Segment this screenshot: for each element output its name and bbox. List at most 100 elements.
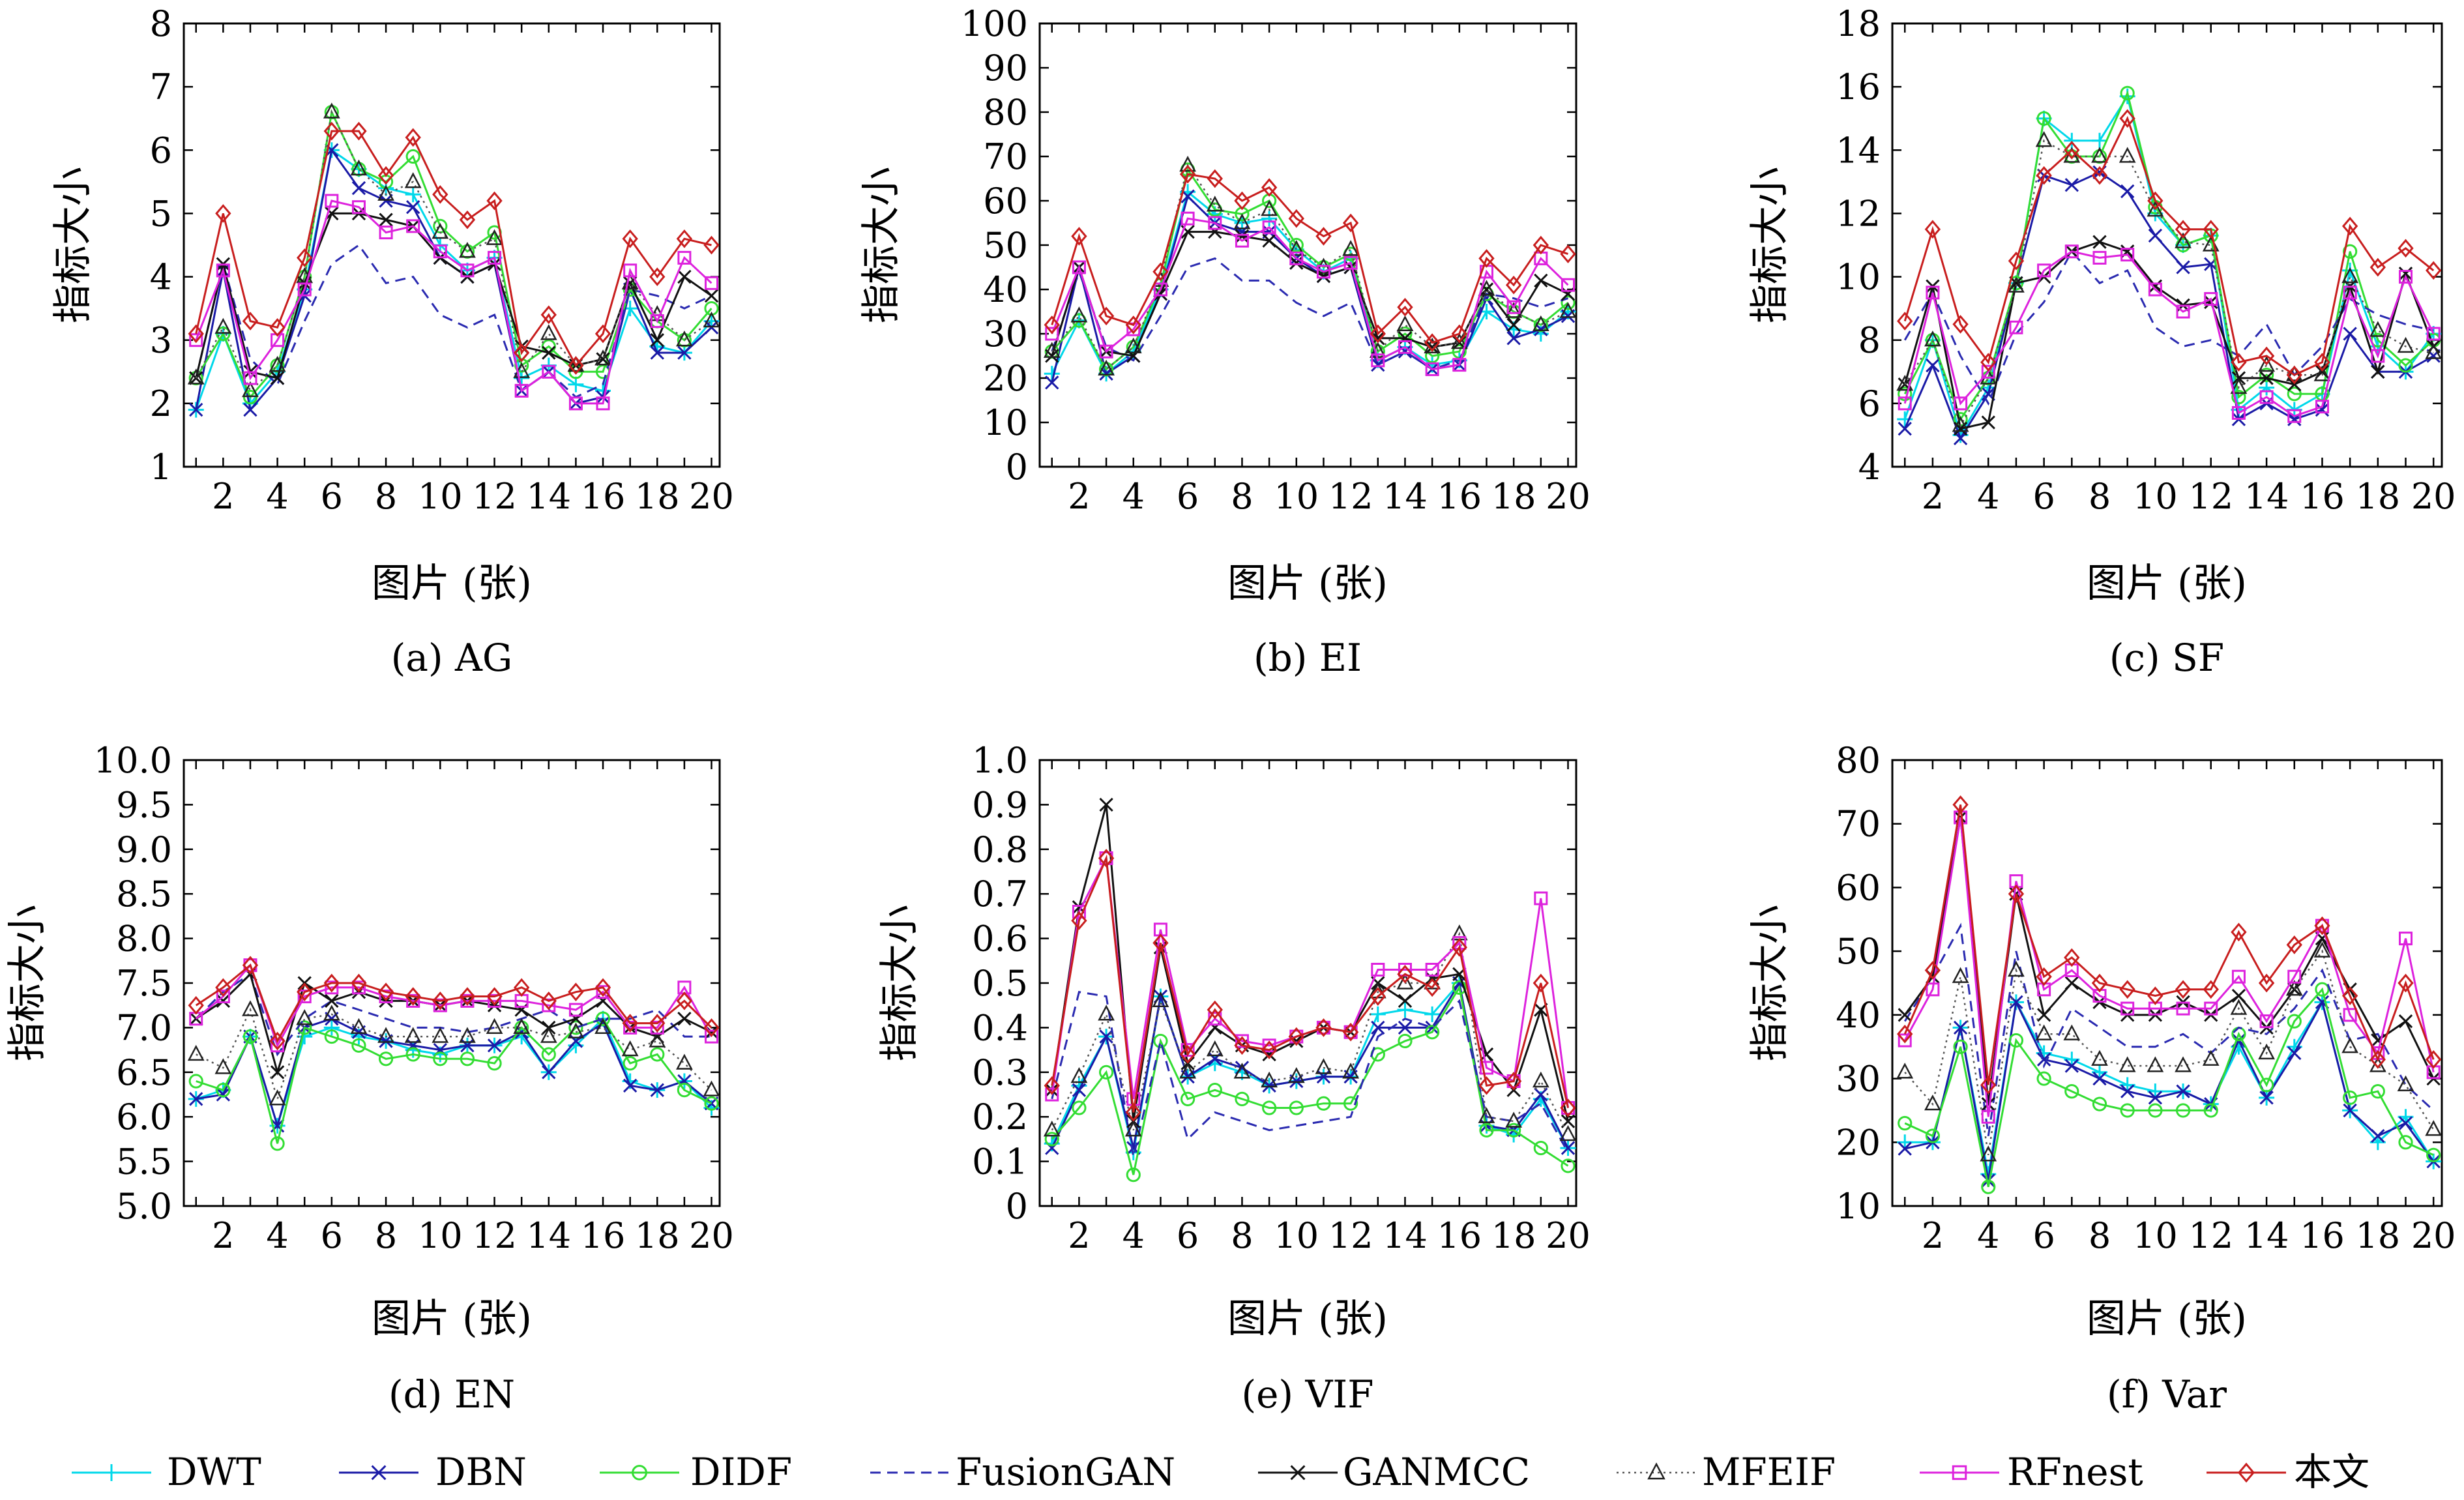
- data-point: [1098, 1005, 1115, 1021]
- data-point: [1534, 891, 1548, 905]
- data-point: [1424, 333, 1441, 352]
- data-point: [1478, 280, 1495, 296]
- data-point: [1288, 1027, 1304, 1046]
- data-point: [1233, 213, 1251, 229]
- data-point: [2091, 1050, 2108, 1066]
- series-layer: [1043, 797, 1577, 1183]
- data-point: [351, 1038, 366, 1053]
- data-point: [379, 213, 393, 227]
- legend-swatch-benwen: [2207, 1462, 2286, 1483]
- data-point: [2287, 969, 2302, 984]
- y-tick-label: 90: [983, 48, 1028, 89]
- data-point: [297, 982, 313, 1001]
- data-point: [2369, 321, 2386, 337]
- y-tick-label: 2: [150, 383, 172, 424]
- series-mfeif: [1896, 941, 2442, 1162]
- y-axis-label: 指标大小: [1747, 905, 1793, 1061]
- data-point: [379, 226, 393, 240]
- data-point: [189, 402, 203, 417]
- series-layer: [187, 102, 720, 418]
- data-point: [2119, 147, 2136, 163]
- x-tick-label: 20: [2411, 476, 2456, 517]
- data-point: [1316, 265, 1330, 279]
- data-point: [2425, 343, 2442, 359]
- series-line-fusiongan: [195, 972, 712, 1057]
- y-tick-label: 16: [1836, 66, 1881, 108]
- data-point: [2176, 1084, 2190, 1098]
- data-point: [1424, 1006, 1441, 1022]
- y-tick-label: 6.0: [116, 1096, 172, 1138]
- y-tick-label: 20: [983, 358, 1028, 399]
- data-point: [621, 1040, 639, 1057]
- data-point: [1289, 251, 1304, 265]
- legend-label-dwt: DWT: [167, 1450, 261, 1494]
- data-point: [1208, 224, 1222, 239]
- data-point: [2369, 257, 2386, 277]
- data-point: [377, 1027, 394, 1043]
- data-point: [1099, 344, 1113, 359]
- data-point: [214, 317, 232, 334]
- data-point: [1561, 287, 1576, 301]
- data-point: [1207, 169, 1223, 188]
- data-point: [1235, 1091, 1250, 1106]
- data-point: [378, 1051, 394, 1066]
- data-point: [705, 1029, 719, 1044]
- data-point: [676, 229, 693, 248]
- x-tick-label: 6: [321, 476, 343, 517]
- data-point: [650, 1083, 664, 1097]
- x-tick-label: 2: [1068, 1215, 1090, 1256]
- data-point: [2398, 973, 2414, 993]
- data-point: [1207, 1000, 1223, 1020]
- data-point: [568, 396, 583, 411]
- data-point: [1206, 196, 1224, 212]
- data-point: [2287, 982, 2302, 997]
- data-point: [540, 324, 557, 340]
- legend-entry-fusiongan: FusionGAN: [870, 1450, 1175, 1494]
- series-rfnest: [1898, 810, 2441, 1124]
- data-point: [677, 1083, 692, 1098]
- y-tick-label: 4: [1858, 447, 1881, 488]
- data-point: [433, 998, 447, 1012]
- data-point: [323, 973, 340, 993]
- data-point: [1898, 422, 1912, 436]
- y-tick-label: 50: [983, 225, 1028, 266]
- data-point: [1897, 312, 1913, 331]
- data-point: [1952, 795, 1969, 814]
- data-point: [1506, 331, 1521, 346]
- y-tick-label: 14: [1836, 130, 1881, 171]
- series-fusiongan: [195, 972, 712, 1057]
- y-tick-label: 8.5: [116, 874, 172, 915]
- x-tick-label: 4: [266, 1215, 288, 1256]
- legend-label-dbn: DBN: [435, 1450, 527, 1494]
- x-tick-label: 8: [2089, 1215, 2111, 1256]
- y-tick-label: 10.0: [94, 740, 172, 781]
- legend-entry-didf: DIDF: [600, 1450, 792, 1494]
- y-tick-label: 1: [150, 447, 172, 488]
- data-point: [1559, 302, 1577, 318]
- y-tick-label: 80: [1836, 740, 1881, 781]
- data-point: [1208, 216, 1222, 230]
- x-tick-label: 18: [635, 476, 680, 517]
- data-point: [189, 333, 203, 347]
- legend-marker: [2237, 1462, 2255, 1483]
- data-point: [1926, 982, 1940, 997]
- data-point: [214, 1058, 232, 1074]
- data-point: [2398, 1014, 2413, 1029]
- legend-entry-benwen: 本文: [2207, 1450, 2369, 1494]
- series-line-dwt: [195, 148, 712, 411]
- data-point: [1980, 1145, 1997, 1162]
- data-point: [2148, 228, 2163, 243]
- legend-marker: [103, 1464, 120, 1481]
- data-point: [1533, 973, 1549, 993]
- x-tick-label: 12: [1328, 476, 1373, 517]
- data-point: [1370, 1006, 1386, 1022]
- data-point: [622, 1014, 638, 1033]
- series-line-benwen: [1903, 115, 2435, 376]
- data-point: [323, 121, 340, 141]
- data-point: [405, 1047, 420, 1062]
- plot-frame: [1891, 759, 2443, 1207]
- data-point: [2120, 1001, 2135, 1016]
- data-point: [488, 250, 502, 265]
- data-point: [2008, 960, 2025, 977]
- y-axis-label: 指标大小: [877, 905, 922, 1061]
